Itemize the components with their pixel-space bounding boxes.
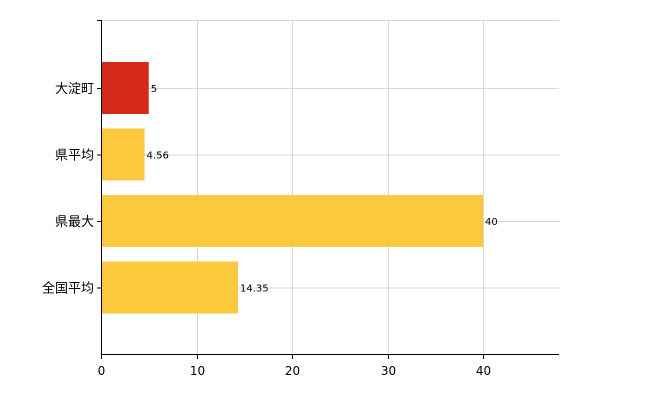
data-label: 14.35 [240,284,269,295]
data-label: 5 [151,84,157,95]
data-label: 40 [485,217,498,228]
category-label: 県平均 [55,149,94,164]
x-tick-label: 30 [381,364,396,378]
data-label: 4.56 [147,151,169,162]
x-tick-label: 0 [98,364,106,378]
bar-4 [102,261,239,314]
category-label: 大淀町 [55,82,94,97]
bar-3 [102,195,483,247]
x-tick-label: 40 [476,364,491,378]
axes [97,20,559,359]
x-tick-label: 20 [285,364,300,378]
bar-2 [102,128,145,181]
category-label: 県最大 [55,215,94,230]
bars [102,62,483,314]
bar-1 [102,62,149,114]
x-tick-label: 10 [190,364,205,378]
category-label: 全国平均 [42,281,94,297]
